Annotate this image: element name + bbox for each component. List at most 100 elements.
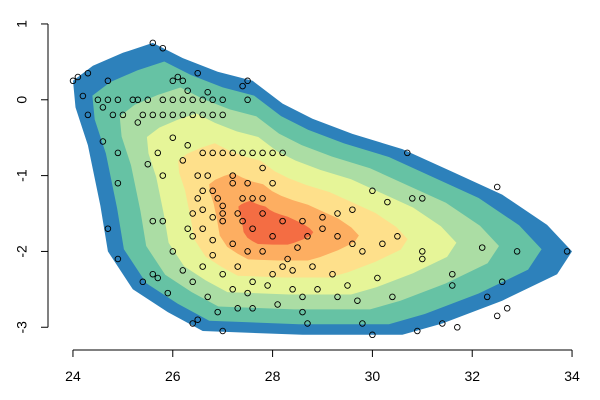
point-149 [334,293,341,301]
point-99 [493,183,501,191]
point-71 [194,195,201,202]
point-32 [119,111,127,119]
point-21 [189,96,196,104]
point-142 [204,293,211,301]
point-169 [219,327,226,335]
point-105 [244,248,251,255]
point-153 [483,293,491,301]
point-89 [269,233,276,240]
point-113 [359,248,366,255]
point-69 [214,195,221,202]
point-61 [204,172,211,179]
point-108 [294,244,301,251]
point-68 [209,187,216,195]
point-33 [139,111,147,119]
point-36 [169,111,177,119]
point-12 [94,96,102,104]
point-47 [184,142,191,149]
density-band-6 [238,200,314,245]
point-138 [498,278,506,286]
point-139 [139,278,147,286]
point-55 [269,149,276,157]
point-93 [334,210,341,217]
x-tick-label-2: 28 [265,368,281,384]
point-23 [209,96,216,104]
point-160 [299,308,306,316]
point-170 [369,331,376,339]
point-88 [249,225,256,232]
point-87 [239,217,246,225]
point-20 [179,96,187,104]
point-19 [169,96,177,104]
point-64 [269,179,276,187]
y-tick-label-3: -2 [14,245,30,258]
point-121 [149,270,157,278]
point-83 [209,214,216,221]
point-38 [189,111,196,119]
point-125 [209,251,216,259]
point-15 [129,96,137,104]
point-90 [279,217,286,225]
point-24 [219,96,226,104]
point-79 [189,210,196,217]
point-74 [239,195,246,202]
point-75 [234,210,241,217]
point-122 [169,248,177,255]
point-126 [219,270,226,278]
point-128 [249,278,256,286]
point-151 [389,293,396,301]
point-137 [449,270,456,278]
point-10 [244,77,251,85]
point-9 [194,69,201,77]
point-7 [174,73,182,81]
point-2 [84,69,92,77]
point-62 [229,172,236,179]
point-104 [229,240,236,248]
point-6 [169,77,177,85]
point-112 [349,240,356,248]
point-92 [319,214,326,221]
point-46 [154,149,162,157]
point-73 [244,179,251,187]
point-127 [234,263,241,270]
point-22 [199,96,206,104]
point-136 [419,255,426,263]
point-111 [334,233,341,240]
point-123 [179,267,187,274]
point-168 [189,320,196,327]
point-50 [219,149,226,157]
point-85 [199,225,206,232]
point-44 [169,134,177,141]
point-117 [478,244,486,251]
point-56 [279,149,286,157]
point-70 [219,202,226,210]
point-145 [264,282,271,289]
point-13 [104,96,112,104]
point-119 [563,248,571,255]
point-167 [503,305,511,312]
point-30 [84,111,92,119]
point-4 [69,77,77,85]
point-29 [99,104,107,111]
x-tick-label-1: 26 [165,368,181,384]
point-43 [99,138,107,145]
point-120 [114,255,122,263]
point-0 [149,39,157,47]
point-158 [249,305,256,312]
point-84 [184,225,191,232]
point-48 [199,149,206,157]
scatter-points [69,39,571,339]
point-31 [109,111,117,119]
point-147 [299,293,306,301]
axes: 24 26 28 30 32 34 1 0 -1 -2 -3 [14,20,580,384]
point-163 [414,327,421,335]
point-59 [179,157,187,164]
point-106 [259,248,266,255]
point-114 [379,240,386,248]
x-tick-label-5: 34 [564,368,580,384]
x-tick-label-0: 24 [65,368,81,384]
point-86 [219,217,226,225]
point-49 [209,149,216,157]
point-40 [209,111,216,119]
